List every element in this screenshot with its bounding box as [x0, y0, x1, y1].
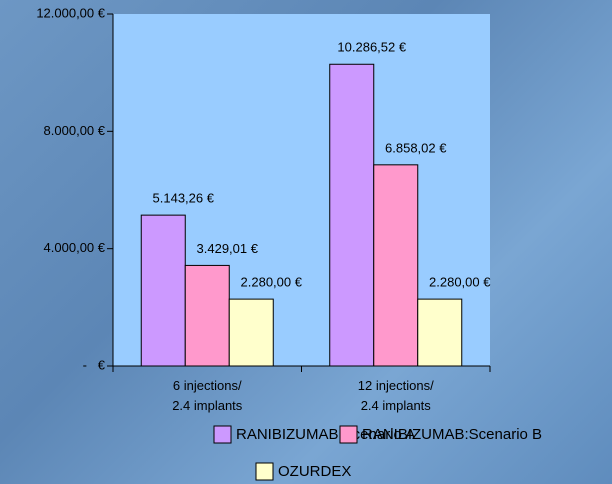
value-label: 3.429,01 € [197, 241, 259, 256]
legend-swatch [256, 463, 273, 480]
bar [185, 265, 229, 366]
bar [374, 165, 418, 366]
y-tick-label: 8.000,00 € [44, 123, 106, 138]
bar [229, 299, 273, 366]
chart: - € 4.000,00 € 8.000,00 € 12.000,00 € 5.143,… [0, 0, 612, 484]
y-tick-label: - € [83, 357, 106, 372]
value-label: 6.858,02 € [385, 140, 447, 155]
legend-label: OZURDEX [278, 463, 351, 480]
bar [330, 64, 374, 366]
value-label: 5.143,26 € [153, 191, 215, 206]
x-tick-label: 12 injections/ 2.4 implants [316, 376, 476, 416]
legend-label: RANIBIZUMAB:Scenario B [362, 426, 542, 443]
value-label: 2.280,00 € [429, 275, 491, 290]
x-tick-label: 6 injections/ 2.4 implants [127, 376, 287, 416]
bar [418, 299, 462, 366]
legend-swatch [214, 426, 231, 443]
bar [141, 215, 185, 366]
value-label: 10.286,52 € [337, 40, 406, 55]
y-tick-label: 12.000,00 € [36, 5, 105, 20]
y-tick-label: 4.000,00 € [44, 240, 106, 255]
legend-swatch [340, 426, 357, 443]
slide: - € 4.000,00 € 8.000,00 € 12.000,00 € 5.143,… [0, 0, 612, 484]
value-label: 2.280,00 € [241, 275, 303, 290]
